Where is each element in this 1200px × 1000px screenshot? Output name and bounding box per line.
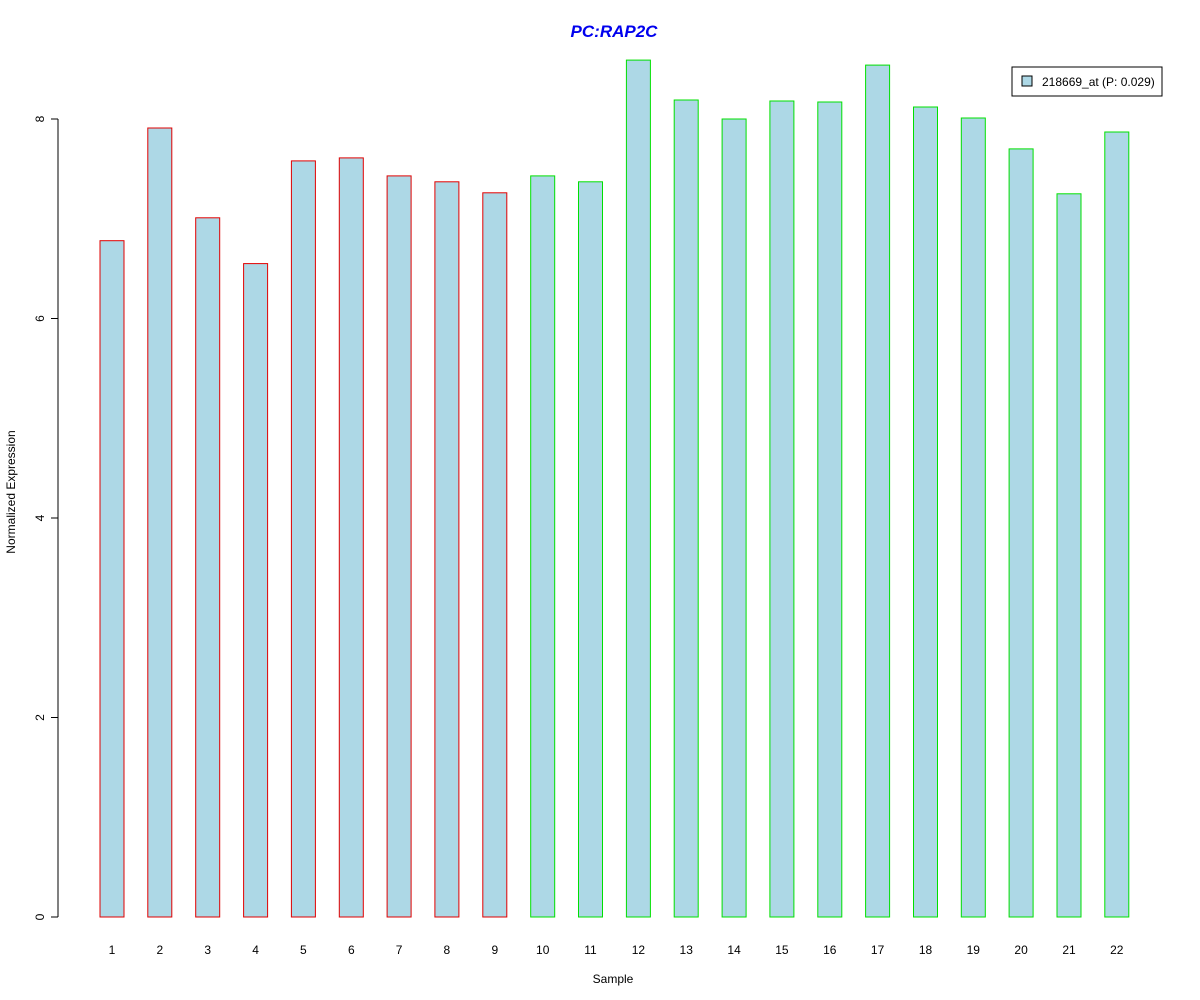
- x-tick-label: 11: [584, 943, 597, 957]
- legend: 218669_at (P: 0.029): [1011, 66, 1163, 97]
- y-tick-label: 4: [33, 514, 47, 521]
- bar-sample-3: [195, 217, 221, 918]
- bar-sample-1: [99, 240, 125, 918]
- y-tick-label: 6: [33, 315, 47, 322]
- y-axis-label: Normalized Expression: [4, 430, 18, 553]
- x-tick-label: 21: [1062, 943, 1076, 957]
- bar-sample-12: [625, 59, 651, 918]
- x-tick-labels: 1 2 3 4 5 6 7 8 9 10 11 12 13 14 15 16 17 18 19 20 21 22: [109, 943, 1124, 957]
- x-tick-label: 13: [680, 943, 694, 957]
- x-tick-label: 20: [1014, 943, 1028, 957]
- x-tick-label: 8: [444, 943, 451, 957]
- bar-sample-21: [1056, 193, 1082, 918]
- x-tick-label: 2: [156, 943, 163, 957]
- y-axis: 0 2 4 6 8: [33, 115, 59, 920]
- bar-sample-14: [721, 118, 747, 918]
- bar-sample-6: [338, 157, 364, 918]
- legend-entry-label: 218669_at (P: 0.029): [1042, 75, 1155, 89]
- bar-sample-4: [243, 263, 269, 918]
- x-tick-label: 6: [348, 943, 355, 957]
- bar-sample-5: [290, 160, 316, 918]
- x-tick-label: 10: [536, 943, 550, 957]
- x-tick-label: 12: [632, 943, 646, 957]
- x-tick-label: 1: [109, 943, 116, 957]
- y-tick-label: 2: [33, 714, 47, 721]
- y-tick-label: 0: [33, 913, 47, 920]
- x-tick-label: 14: [727, 943, 741, 957]
- bar-sample-20: [1008, 148, 1034, 918]
- bar-sample-11: [578, 181, 603, 918]
- bar-sample-22: [1104, 131, 1130, 918]
- bar-sample-17: [865, 64, 891, 918]
- bar-sample-16: [817, 101, 843, 918]
- bar-sample-13: [673, 99, 699, 918]
- legend-box: [1011, 66, 1163, 97]
- x-tick-label: 5: [300, 943, 307, 957]
- x-tick-label: 15: [775, 943, 789, 957]
- bar-sample-10: [530, 175, 556, 918]
- chart-title: PC:RAP2C: [571, 22, 659, 41]
- x-tick-label: 3: [204, 943, 211, 957]
- bar-sample-18: [913, 106, 938, 918]
- legend-swatch: [1021, 75, 1033, 87]
- x-tick-label: 22: [1110, 943, 1124, 957]
- x-axis-label: Sample: [593, 972, 634, 986]
- x-tick-label: 7: [396, 943, 403, 957]
- x-tick-label: 18: [919, 943, 933, 957]
- bar-sample-15: [769, 100, 795, 918]
- x-tick-label: 16: [823, 943, 837, 957]
- y-tick-label: 8: [33, 115, 47, 122]
- bar-sample-19: [960, 117, 986, 918]
- bar-sample-8: [434, 181, 460, 918]
- x-tick-label: 9: [491, 943, 498, 957]
- bar-sample-2: [147, 127, 173, 918]
- x-tick-label: 4: [252, 943, 259, 957]
- bar-sample-7: [386, 175, 412, 918]
- x-tick-label: 19: [967, 943, 981, 957]
- bar-sample-9: [482, 192, 508, 918]
- x-tick-label: 17: [871, 943, 885, 957]
- bars-group: [99, 59, 1130, 918]
